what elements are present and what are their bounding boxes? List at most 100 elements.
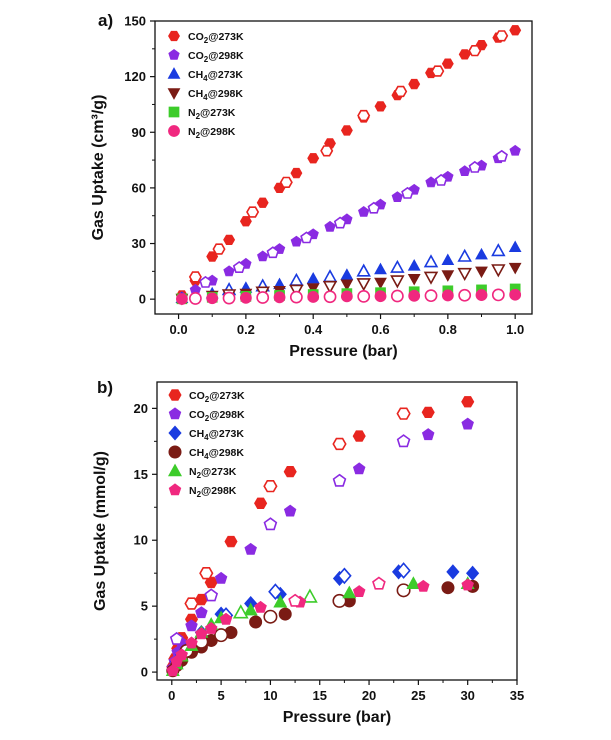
data-point-adsorption	[257, 250, 269, 262]
x-axis-title: Pressure (bar)	[289, 343, 398, 360]
data-point-adsorption	[239, 216, 252, 227]
data-point-adsorption	[273, 291, 286, 304]
legend-marker	[168, 389, 182, 401]
data-point-desorption	[491, 288, 505, 302]
data-point-desorption	[434, 173, 448, 186]
data-point-adsorption	[509, 144, 521, 156]
data-point-adsorption	[204, 576, 218, 589]
legend-label: CH4@298K	[188, 88, 243, 102]
legend-label-rest: @298K	[208, 88, 244, 100]
legend: CO2@273KCO2@298KCH4@273KCH4@298KN2@273KN…	[167, 30, 244, 140]
legend-marker	[168, 407, 182, 420]
data-point-adsorption	[175, 648, 188, 661]
data-point-adsorption	[459, 165, 471, 176]
data-point-desorption	[396, 434, 411, 448]
data-point-adsorption	[342, 585, 357, 599]
data-point-desorption	[322, 269, 338, 283]
data-point-adsorption	[283, 465, 297, 478]
legend-marker	[168, 30, 180, 42]
data-point-adsorption	[324, 220, 336, 232]
data-point-desorption	[322, 280, 338, 294]
data-point-desorption	[320, 145, 334, 157]
data-point-desorption	[356, 278, 371, 292]
x-tick-label: 0.0	[170, 322, 188, 337]
legend-label-main: CH	[189, 428, 204, 440]
data-point-adsorption	[352, 585, 366, 598]
data-point-adsorption	[223, 265, 235, 277]
data-point-adsorption	[421, 406, 435, 419]
legend-marker	[168, 49, 180, 60]
data-point-desorption	[423, 271, 439, 285]
data-point-adsorption	[358, 206, 370, 217]
data-point-adsorption	[307, 153, 320, 164]
legend-label: N2@273K	[188, 107, 236, 121]
legend-label-subscript: 4	[204, 452, 209, 461]
data-point-desorption	[263, 517, 278, 531]
legend-label-rest: @273K	[208, 31, 244, 43]
data-point-adsorption	[254, 600, 267, 613]
legend-label-main: CO	[188, 31, 204, 43]
data-point-desorption	[457, 248, 472, 262]
legend-label-rest: @273K	[200, 107, 236, 119]
data-point-adsorption	[166, 664, 180, 677]
y-tick-label: 0	[141, 665, 148, 680]
data-point-desorption	[263, 609, 278, 624]
y-tick-label: 5	[141, 599, 148, 614]
data-point-desorption	[169, 631, 184, 645]
data-point-adsorption	[407, 273, 421, 286]
data-point-adsorption	[508, 262, 522, 275]
data-point-adsorption	[461, 578, 474, 591]
data-point-desorption	[495, 149, 508, 162]
y-tick-label: 150	[124, 14, 146, 29]
legend-label: CO2@273K	[188, 31, 244, 45]
data-point-desorption	[246, 206, 260, 218]
data-point-adsorption	[195, 627, 208, 640]
data-point-adsorption	[446, 564, 460, 580]
data-point-adsorption	[340, 290, 353, 303]
data-point-adsorption	[441, 289, 454, 302]
legend-label-main: CH	[189, 447, 204, 459]
data-point-adsorption	[254, 497, 268, 510]
data-point-adsorption	[256, 197, 269, 208]
legend-marker	[168, 125, 180, 137]
data-point-desorption	[333, 216, 347, 229]
x-tick-label: 0.4	[304, 322, 323, 337]
legend-label-subscript: 2	[196, 112, 201, 121]
data-point-adsorption	[407, 258, 421, 271]
data-point-desorption	[266, 246, 280, 259]
data-point-adsorption	[509, 288, 522, 301]
legend-marker	[168, 425, 182, 441]
data-point-adsorption	[340, 125, 353, 136]
data-point-adsorption	[425, 176, 437, 188]
data-point-desorption	[356, 263, 371, 277]
x-tick-label: 30	[460, 688, 474, 703]
data-point-desorption	[289, 272, 304, 286]
data-point-desorption	[357, 109, 371, 122]
legend-label-subscript: 2	[205, 395, 210, 404]
panel-label: a)	[98, 11, 113, 30]
data-point-desorption	[279, 176, 293, 188]
legend-label-main: CO	[189, 409, 205, 421]
data-point-adsorption	[195, 606, 208, 619]
x-axis-title: Pressure (bar)	[283, 709, 392, 726]
data-point-desorption	[214, 628, 229, 643]
data-point-desorption	[256, 291, 270, 304]
data-point-desorption	[184, 597, 199, 610]
series-n2-298k	[166, 576, 474, 677]
y-tick-label: 0	[139, 292, 146, 307]
x-tick-label: 15	[313, 688, 327, 703]
legend-label-subscript: 2	[197, 471, 202, 480]
data-point-adsorption	[224, 535, 238, 548]
data-point-desorption	[268, 583, 283, 601]
data-point-adsorption	[340, 268, 354, 280]
legend-label-rest: @273K	[201, 466, 237, 478]
y-axis-title: Gas Uptake (cm³/g)	[90, 95, 107, 241]
x-tick-label: 5	[217, 688, 224, 703]
data-point-adsorption	[458, 49, 471, 60]
legend-label-subscript: 4	[203, 74, 208, 83]
panel-a-chart: 0.0 0.2 0.4 0.6 0.8 1.0 0 30 60 90 120 150 Pressure …	[90, 11, 533, 360]
data-point-adsorption	[243, 602, 258, 616]
data-point-adsorption	[290, 235, 303, 247]
legend-label: CH4@273K	[188, 69, 243, 83]
